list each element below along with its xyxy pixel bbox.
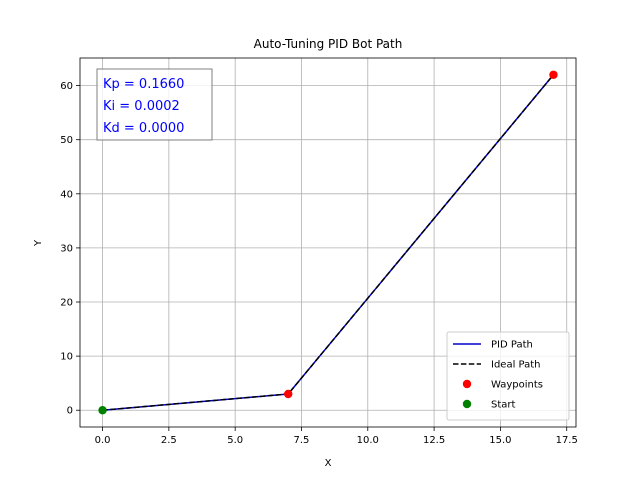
x-axis-label: X [325, 458, 332, 469]
y-axis-label: Y [33, 239, 44, 247]
x-tick-label: 10.0 [357, 435, 379, 446]
legend-label: Ideal Path [491, 360, 541, 371]
y-tick-label: 20 [60, 298, 73, 309]
legend-swatch [462, 379, 472, 389]
start-point [98, 406, 107, 415]
legend: PID Path Ideal Path Waypoints Start [446, 331, 570, 421]
legend-entry-ideal-path: Ideal Path [453, 360, 541, 371]
x-axis-ticks: 0.0 2.5 5.0 7.5 10.0 12.5 15.0 17.5 [95, 427, 578, 446]
chart-title: Auto-Tuning PID Bot Path [254, 37, 403, 51]
y-tick-label: 10 [60, 352, 73, 363]
legend-swatch [462, 399, 472, 409]
annotation-box [96, 68, 213, 141]
x-tick-label: 5.0 [227, 435, 243, 446]
legend-label: Start [491, 400, 516, 411]
legend-box [446, 331, 570, 421]
waypoints-point [549, 70, 558, 79]
pid-gains-annotation: Kp = 0.1660 Ki = 0.0002 Kd = 0.0000 [96, 68, 213, 141]
legend-label: PID Path [491, 340, 533, 351]
legend-entry-waypoints: Waypoints [462, 379, 543, 391]
legend-entry-pid-path: PID Path [453, 340, 533, 351]
y-tick-label: 50 [60, 135, 73, 146]
y-tick-label: 40 [60, 189, 73, 200]
y-axis-ticks: 0 10 20 30 40 50 60 [60, 81, 80, 417]
y-tick-label: 60 [60, 81, 73, 92]
legend-label: Waypoints [491, 380, 543, 391]
annotation-line: Kd = 0.0000 [103, 121, 184, 136]
x-tick-label: 17.5 [556, 435, 578, 446]
plot-markers [98, 70, 558, 415]
legend-entry-start: Start [462, 399, 516, 411]
x-tick-label: 0.0 [95, 435, 111, 446]
x-tick-label: 15.0 [489, 435, 511, 446]
y-tick-label: 0 [67, 406, 73, 417]
annotation-line: Ki = 0.0002 [103, 99, 180, 114]
x-tick-label: 7.5 [294, 435, 310, 446]
x-tick-label: 12.5 [423, 435, 445, 446]
annotation-line: Kp = 0.1660 [103, 77, 184, 92]
axes-frame [79, 57, 577, 428]
waypoints-point [284, 389, 293, 399]
y-tick-label: 30 [60, 243, 73, 254]
x-tick-label: 2.5 [161, 435, 177, 446]
